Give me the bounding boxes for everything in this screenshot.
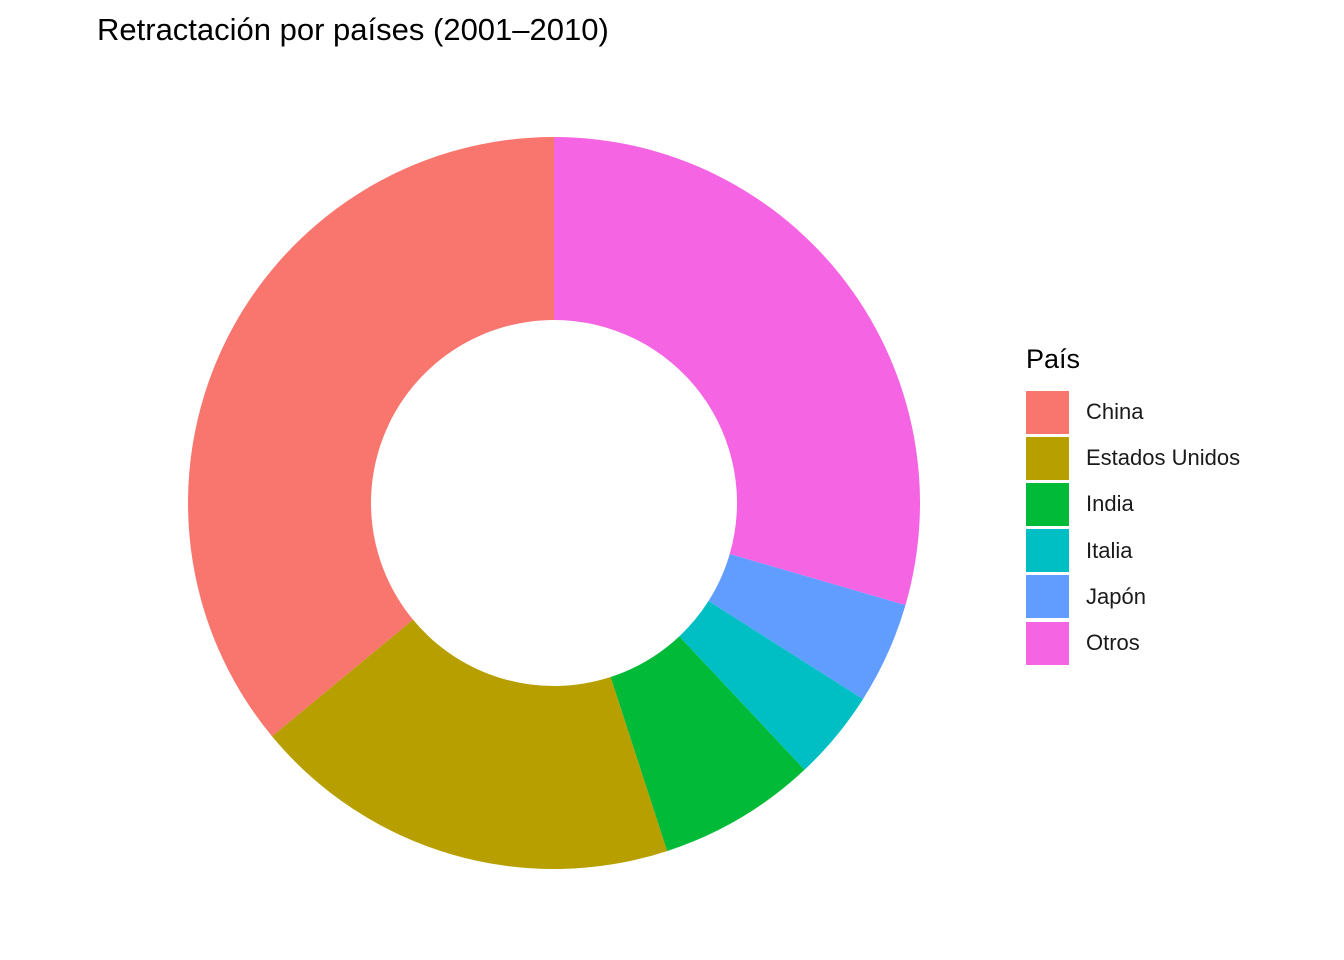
legend-label: India: [1086, 491, 1134, 517]
slice-otros: [554, 137, 920, 606]
legend-item: Estados Unidos: [1026, 435, 1240, 481]
legend-label: Estados Unidos: [1086, 445, 1241, 471]
legend-items: China Estados Unidos India Italia Japón Otros: [1026, 389, 1240, 666]
legend-label: Italia: [1086, 537, 1133, 563]
legend-item: Italia: [1026, 528, 1240, 574]
legend-label: Japón: [1086, 583, 1146, 609]
legend-title: País: [1026, 344, 1081, 374]
legend-item: India: [1026, 481, 1240, 527]
legend: País China Estados Unidos India Italia Japón…: [1026, 344, 1240, 666]
slice-japón: [708, 554, 906, 700]
legend-swatch: [1026, 390, 1069, 434]
slice-india: [610, 636, 805, 852]
legend-label: Otros: [1086, 630, 1140, 656]
slice-estados-unidos: [271, 619, 668, 869]
legend-item: Japón: [1026, 574, 1240, 620]
legend-item: Otros: [1026, 620, 1240, 666]
legend-swatch: [1026, 482, 1069, 526]
legend-item: China: [1026, 389, 1240, 435]
slice-italia: [679, 601, 864, 770]
legend-swatch: [1026, 621, 1069, 665]
legend-swatch: [1026, 436, 1069, 480]
legend-label: China: [1086, 399, 1144, 425]
slice-china: [188, 137, 555, 737]
chart-title: Retractación por países (2001–2010): [97, 12, 609, 47]
legend-swatch: [1026, 529, 1069, 573]
legend-swatch: [1026, 575, 1069, 619]
